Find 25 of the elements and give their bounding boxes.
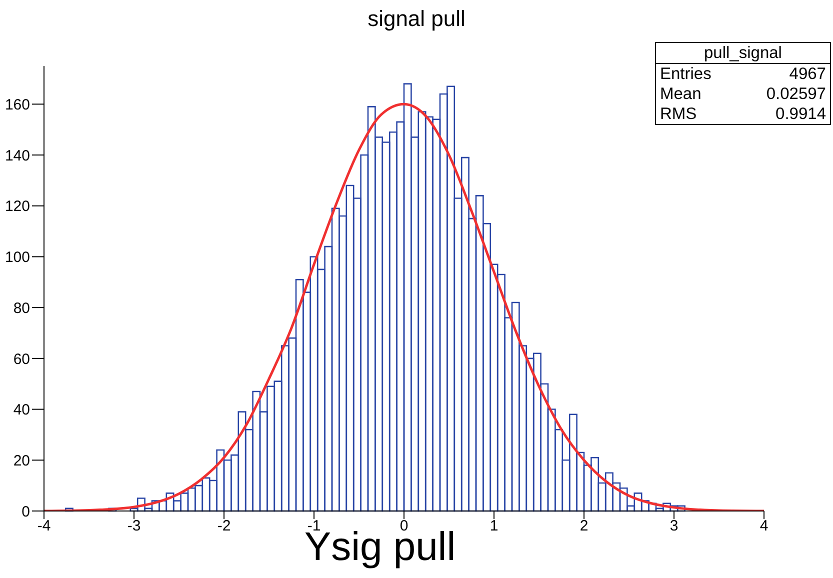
x-tick-label: 1 [490,518,498,535]
y-tick-label: 120 [4,198,30,216]
text: 0.9914 [776,104,826,124]
y-tick-label: 80 [13,300,30,317]
annotation: Mean [660,84,702,104]
y-tick-label: 100 [4,249,30,266]
x-tick-label: 2 [580,518,588,535]
text: 4967 [789,64,826,84]
text: 0.02597 [766,84,826,104]
y-tick-label: 160 [4,96,30,114]
x-tick-label: -2 [217,518,231,535]
y-tick-label: 40 [13,402,30,419]
x-tick-label: 0 [400,518,408,535]
y-tick-label: 20 [13,452,30,470]
y-tick-label: 60 [13,350,30,368]
annotation: Entries [660,64,712,84]
y-tick-label: 0 [22,503,30,520]
x-tick-label: -4 [37,518,51,535]
annotation: RMS [660,104,697,124]
y-tick-label: 140 [4,147,30,164]
x-tick-label: 4 [760,518,768,535]
text: pull_signal [656,43,830,64]
x-tick-label: -3 [127,518,141,535]
x-tick-label: 3 [670,518,678,535]
chart-title: signal pull [366,6,466,32]
